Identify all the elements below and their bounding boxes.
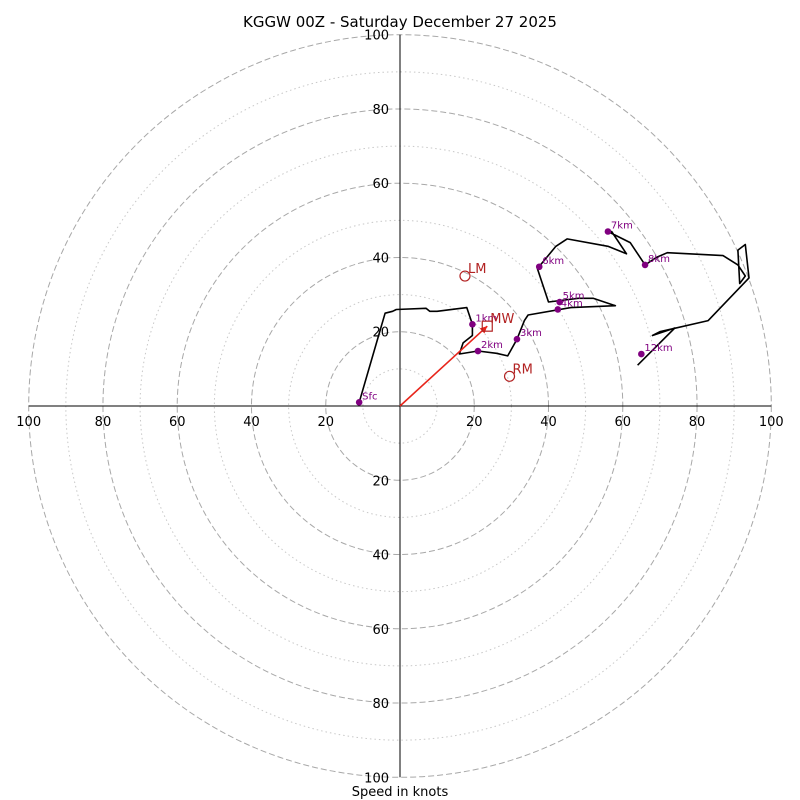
height-label-12km: 12km (644, 343, 672, 354)
height-marker-6km (535, 263, 543, 271)
y-tick-label: 60 (372, 177, 389, 192)
height-marker-Sfc (355, 398, 363, 406)
x-tick-label: 40 (540, 415, 557, 430)
y-tick-label: 80 (372, 103, 389, 118)
storm-motion-label-LM: LM (468, 262, 486, 277)
y-tick-label: 40 (372, 549, 389, 564)
y-tick-label: 20 (372, 326, 389, 341)
height-marker-12km (638, 350, 645, 358)
x-tick-label: 20 (466, 415, 483, 430)
height-marker-2km (474, 347, 482, 355)
mean-wind-arrow (399, 325, 488, 407)
height-label-8km: 8km (648, 254, 670, 265)
storm-motion-LM (459, 270, 471, 282)
storm-motions: LM RM MW (459, 262, 533, 382)
y-tick-label: 40 (372, 251, 389, 266)
height-label-2km: 2km (481, 340, 503, 351)
x-tick-label: 20 (317, 415, 334, 430)
height-marker-3km (513, 335, 521, 343)
height-label-Sfc: Sfc (362, 391, 377, 402)
y-tick-label: 80 (372, 697, 389, 712)
height-label-3km: 3km (520, 328, 542, 339)
height-marker-5km (556, 298, 563, 306)
x-axis-label: Speed in knots (352, 785, 449, 800)
x-tick-label: 60 (615, 415, 632, 430)
x-tick-label: 40 (243, 415, 260, 430)
x-tick-label: 80 (689, 415, 706, 430)
height-marker-7km (604, 228, 612, 235)
mean-wind-arrowhead (479, 326, 488, 334)
y-tick-label: 100 (364, 29, 389, 44)
y-tick-label: 20 (372, 474, 389, 489)
height-marker-8km (641, 261, 649, 269)
y-tick-label: 100 (364, 771, 389, 786)
x-tick-label: 100 (16, 415, 41, 430)
chart-title: KGGW 00Z - Saturday December 27 2025 (243, 13, 557, 31)
x-tick-label: 100 (759, 415, 784, 430)
height-marker-4km (554, 306, 562, 313)
storm-motion-MW (481, 320, 493, 332)
height-label-5km: 5km (563, 291, 585, 302)
height-label-7km: 7km (611, 220, 633, 231)
tick-labels: 100 80 60 40 20 20 40 60 80 100 100 80 60 40 20 20 40 60 8… (16, 29, 783, 787)
shear-vector (399, 325, 488, 407)
y-tick-label: 60 (372, 623, 389, 638)
x-tick-label: 80 (95, 415, 112, 430)
x-tick-label: 60 (169, 415, 186, 430)
height-label-4km: 4km (561, 298, 583, 309)
height-label-6km: 6km (542, 256, 564, 267)
height-marker-1km (469, 321, 476, 328)
storm-motion-label-MW: MW (490, 312, 514, 327)
storm-motion-RM (503, 370, 516, 382)
height-label-1km: 1km (475, 313, 497, 324)
storm-motion-label-RM: RM (513, 362, 533, 377)
